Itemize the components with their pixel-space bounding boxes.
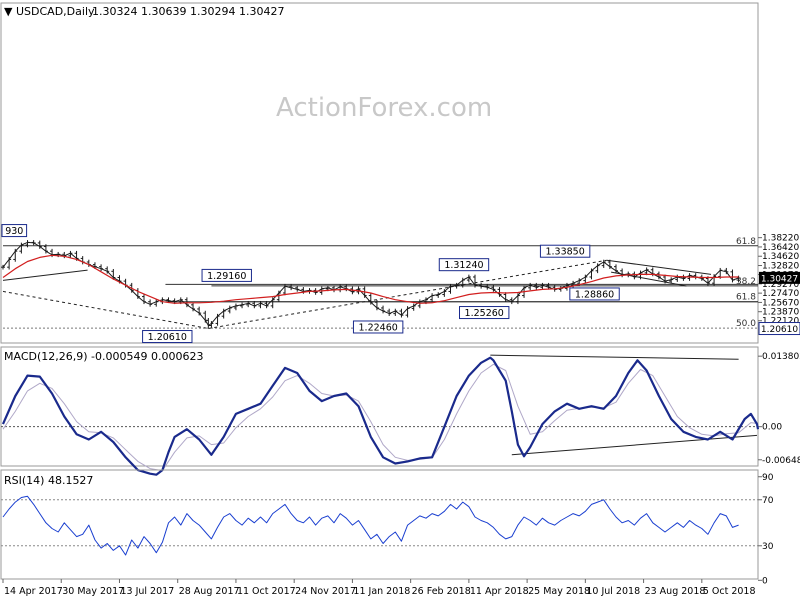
rsi-y-tick-label: 30: [762, 542, 774, 552]
pivot-label-text: 1.25260: [465, 308, 504, 319]
fib-level-label: 61.8: [736, 237, 756, 247]
fib-level-label: 38.2: [736, 277, 756, 287]
low-price-text: 1.20610: [761, 325, 798, 335]
macd-trendline: [511, 434, 758, 456]
macd-y-axis: 0.013802 0.00 -0.00648: [1, 352, 800, 466]
pivot-label-box: [142, 330, 193, 344]
x-tick-label: 24 Nov 2017: [295, 586, 356, 597]
macd-trendlines: [490, 354, 758, 456]
price-y-tick-label: 1.34620: [762, 252, 799, 262]
pivot-label-box: [459, 306, 510, 320]
pivot-label-text: 930: [5, 226, 23, 237]
price-trendline: [2, 290, 209, 329]
x-tick-label: 5 Oct 2018: [703, 586, 756, 597]
fib-level-label: 61.8: [736, 293, 756, 303]
rsi-panel-frame: [0, 469, 759, 580]
macd-line: [1, 356, 760, 476]
price-series: [1, 240, 741, 328]
price-y-tick-label: 1.29270: [762, 280, 799, 290]
x-tick-label: 11 Oct 2017: [237, 586, 296, 597]
price-quote: 1.30324 1.30639 1.30294 1.30427: [92, 5, 284, 18]
price-trendline: [2, 269, 88, 281]
x-tick-label: 11 Apr 2018: [470, 586, 529, 597]
pivot-label-box: [352, 320, 404, 334]
rsi-title: RSI(14) 48.1527: [4, 474, 93, 487]
x-tick-label: 28 Aug 2017: [179, 586, 240, 597]
price-y-tick-label: 1.32820: [762, 262, 799, 272]
price-y-tick-label: 1.23870: [762, 308, 799, 318]
rsi-y-tick-label: 70: [762, 496, 774, 506]
price-trendline: [208, 259, 607, 329]
x-tick-label: 13 Jul 2017: [120, 586, 174, 597]
price-y-tick-label: 1.38220: [762, 234, 799, 244]
rsi-y-tick-label: 0: [762, 576, 768, 586]
moving-average-line: [2, 254, 739, 304]
pivot-label-box: [438, 258, 490, 272]
pivot-label-text: 1.22460: [359, 322, 398, 333]
pivot-label-text: 1.31240: [444, 260, 483, 271]
x-tick-label: 14 Apr 2017: [4, 586, 63, 597]
rsi-line: [2, 495, 739, 556]
macd-panel-frame: [0, 346, 759, 467]
x-tick-label: 30 May 2017: [62, 586, 124, 597]
macd-panel: MACD(12,26,9) -0.000549 0.000623 0.01380…: [0, 346, 800, 476]
pivot-label-text: 1.28860: [575, 289, 614, 300]
price-y-tick-label: 1.22120: [762, 317, 799, 327]
rsi-y-axis: 90 70 30 0: [1, 473, 774, 586]
price-badges: 1.30427 1.20610: [758, 271, 800, 336]
pivot-label-text: 1.33850: [545, 247, 584, 258]
price-header-arrow: ▼: [4, 5, 13, 18]
macd-title: MACD(12,26,9) -0.000549 0.000623: [4, 350, 203, 363]
x-tick-label: 26 Feb 2018: [412, 586, 471, 597]
price-panel-frame: [0, 2, 759, 344]
price-panel: ▼ USDCAD,Daily 1.30324 1.30639 1.30294 1…: [0, 2, 800, 344]
x-tick-label: 11 Jan 2018: [353, 586, 410, 597]
price-y-tick-label: 1.27470: [762, 289, 799, 299]
current-price-badge: [759, 271, 800, 284]
rsi-series: [2, 495, 739, 556]
fib-level-label: 50.0: [736, 319, 756, 329]
current-price-text: 1.30427: [761, 274, 798, 284]
x-tick-label: 23 Aug 2018: [645, 586, 706, 597]
price-title: USDCAD,Daily: [16, 5, 95, 18]
pivot-label-box: [569, 287, 620, 301]
low-price-badge: [758, 322, 800, 336]
macd-signal-line: [2, 363, 759, 472]
price-y-tick-label: 1.25670: [762, 298, 799, 308]
pivot-label-box: [1, 224, 28, 238]
rsi-panel: RSI(14) 48.1527 90 70 30 0: [0, 469, 774, 586]
rsi-y-tick-label: 90: [762, 473, 774, 483]
watermark: ActionForex.com: [276, 93, 492, 123]
macd-y-tick-label: 0.00: [762, 423, 782, 433]
pivot-label-box: [539, 244, 591, 258]
pivot-label-text: 1.29160: [207, 271, 246, 282]
price-trendline: [606, 259, 712, 275]
pivot-label-box: [201, 268, 252, 282]
macd-trendline: [490, 354, 739, 360]
macd-y-tick-label: 0.013802: [762, 352, 800, 362]
macd-y-tick-label: -0.00648: [762, 456, 800, 466]
x-tick-label: 25 May 2018: [528, 586, 590, 597]
x-tick-label: 10 Jul 2018: [586, 586, 640, 597]
price-pivot-labels: 930 1.20610 1.29160 1.22460 1.31240 1.25260 1.…: [1, 224, 620, 344]
pivot-label-text: 1.20610: [148, 332, 187, 343]
macd-series: [1, 356, 760, 476]
price-y-tick-label: 1.36420: [762, 243, 799, 253]
